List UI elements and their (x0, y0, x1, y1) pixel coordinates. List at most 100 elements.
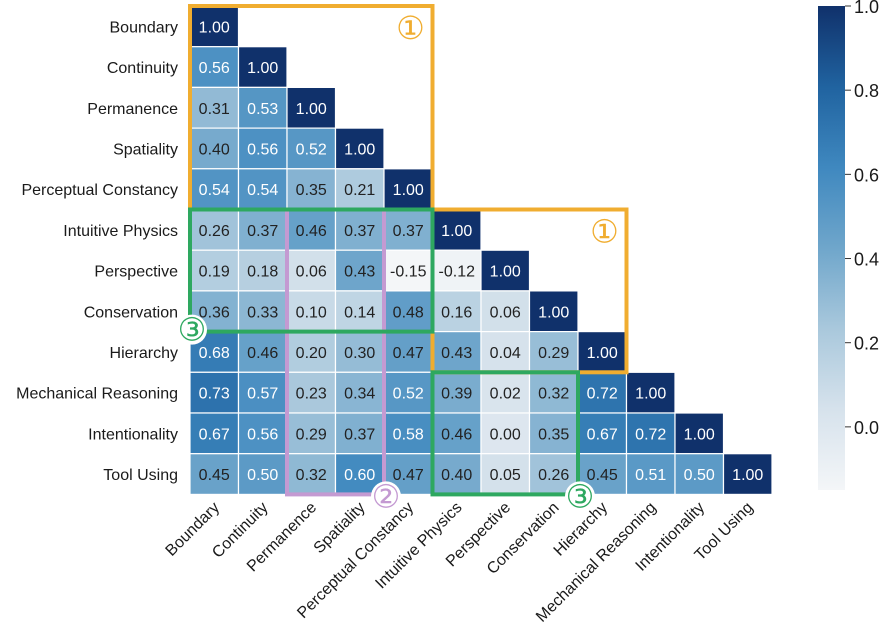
y-tick-label-intuitive-physics: Intuitive Physics (63, 223, 178, 240)
cell-value-label: 0.73 (199, 386, 230, 403)
cell-value-label: 0.72 (635, 426, 666, 443)
heatmap-cell-5-4 (383, 208, 434, 251)
annotation-label-background (371, 481, 401, 512)
cell-value-label: 0.16 (441, 304, 472, 321)
y-tick-label-perspective: Perspective (94, 264, 178, 281)
colorbar-tick-label: 0.4 (854, 250, 879, 270)
annotation-label-1: ① (590, 214, 619, 250)
cell-value-label: 0.06 (296, 264, 327, 281)
heatmap-cell-8-7 (528, 331, 579, 373)
cell-value-label: 1.00 (344, 141, 375, 158)
cell-value-label: 0.46 (296, 223, 327, 240)
cell-value-label: 0.68 (199, 345, 230, 362)
cell-value-label: 0.72 (587, 386, 618, 403)
heatmap-cell-11-3 (334, 453, 385, 496)
cell-value-label: 0.50 (247, 467, 278, 484)
y-tick-label-tool-using: Tool Using (103, 467, 178, 484)
cell-value-label: 0.52 (393, 386, 424, 403)
heatmap-cell-8-2 (286, 331, 337, 373)
cell-value-label: 1.00 (635, 386, 666, 403)
cell-value-label: 0.52 (296, 141, 327, 158)
cell-value-label: -0.15 (390, 264, 427, 281)
heatmap-cell-6-0 (189, 249, 240, 292)
y-tick-label-intentionality: Intentionality (88, 426, 178, 443)
heatmap-cell-6-6 (480, 249, 531, 292)
colorbar-tick-label: 0.8 (854, 81, 879, 101)
y-tick-label-hierarchy: Hierarchy (110, 345, 178, 362)
heatmap-cell-11-1 (237, 453, 288, 496)
annotation-label-4: ③ (566, 478, 595, 514)
y-tick-label-perceptual-constancy: Perceptual Constancy (21, 182, 178, 199)
cell-value-label: 0.33 (247, 304, 278, 321)
heatmap-cell-10-10 (674, 412, 725, 455)
heatmap-cell-3-1 (237, 127, 288, 170)
cell-value-label: 0.54 (247, 182, 278, 199)
cell-value-label: 0.26 (538, 467, 569, 484)
heatmap-cell-10-7 (528, 412, 579, 455)
cell-value-label: 0.29 (296, 426, 327, 443)
heatmap-cell-7-7 (528, 290, 579, 333)
cell-value-label: 0.21 (344, 182, 375, 199)
cell-value-label: 0.31 (199, 101, 230, 118)
heatmap-cell-8-3 (334, 331, 385, 373)
cell-value-label: 0.19 (199, 264, 230, 281)
cell-value-label: 0.35 (538, 426, 569, 443)
heatmap-cell-10-3 (334, 412, 385, 455)
y-tick-label-conservation: Conservation (84, 304, 178, 321)
cell-value-label: 0.60 (344, 467, 375, 484)
cell-value-label: 0.02 (490, 386, 521, 403)
cell-value-label: 1.00 (490, 264, 521, 281)
cell-value-label: 0.30 (344, 345, 375, 362)
cell-value-label: 0.36 (199, 304, 230, 321)
heatmap-cell-6-1 (237, 249, 288, 292)
cell-value-label: 0.05 (490, 467, 521, 484)
cell-value-label: 0.40 (199, 141, 230, 158)
annotation-label-background (177, 314, 207, 345)
x-axis-labels: BoundaryContinuityPermanenceSpatialityPe… (163, 499, 757, 626)
cell-value-label: 0.67 (587, 426, 618, 443)
cell-value-label: 0.54 (199, 182, 230, 199)
heatmap-cell-9-2 (286, 371, 337, 414)
annotation-label-3: ③ (178, 312, 207, 348)
colorbar-tick-label: 0.0 (854, 418, 879, 438)
cell-value-label: 0.32 (296, 467, 327, 484)
cell-value-label: 0.43 (344, 264, 375, 281)
cell-value-label: 0.53 (247, 101, 278, 118)
cell-value-label: 1.00 (538, 304, 569, 321)
cell-value-label: 0.18 (247, 264, 278, 281)
cell-value-label: 0.23 (296, 386, 327, 403)
y-tick-label-boundary: Boundary (110, 19, 179, 36)
cell-value-label: 1.00 (393, 182, 424, 199)
cell-value-label: 0.04 (490, 345, 521, 362)
y-tick-label-spatiality: Spatiality (113, 141, 178, 158)
y-axis-labels: Boundary Continuity Permanence Spatiality Pe… (16, 19, 178, 484)
cell-value-label: 0.67 (199, 426, 230, 443)
cell-value-label: 1.00 (732, 467, 763, 484)
heatmap-cell-10-6 (480, 412, 531, 455)
annotation-box-4 (430, 370, 580, 497)
cell-value-label: 0.37 (393, 223, 424, 240)
heatmap-cell-4-1 (237, 168, 288, 211)
heatmap-cell-8-6 (480, 331, 531, 373)
cell-value-label: 1.00 (587, 345, 618, 362)
cell-value-label: 0.56 (199, 60, 230, 77)
cell-value-label: 0.51 (635, 467, 666, 484)
heatmap-cell-11-11 (722, 453, 773, 496)
annotation-boxes: ① ① ② ③ ③ (177, 4, 629, 514)
annotation-label-0: ① (396, 10, 425, 46)
cell-value-label: 0.34 (344, 386, 375, 403)
heatmap-cells: 1.00 0.56 1.00 0.31 0.53 1.00 0.40 0.56 0.52 1.00… (189, 5, 773, 496)
heatmap-cell-7-3 (334, 290, 385, 333)
annotation-label-2: ② (372, 478, 401, 514)
heatmap-cell-5-3 (334, 208, 385, 251)
heatmap-cell-7-2 (286, 290, 337, 333)
cell-value-label: 0.14 (344, 304, 375, 321)
cell-value-label: 1.00 (247, 60, 278, 77)
y-tick-label-continuity: Continuity (107, 60, 178, 77)
cell-value-label: 0.32 (538, 386, 569, 403)
cell-value-label: 0.35 (296, 182, 327, 199)
heatmap-cell-10-1 (237, 412, 288, 455)
heatmap-cell-9-4 (383, 371, 434, 414)
cell-value-label: 0.37 (344, 223, 375, 240)
heatmap-cell-8-1 (237, 331, 288, 373)
